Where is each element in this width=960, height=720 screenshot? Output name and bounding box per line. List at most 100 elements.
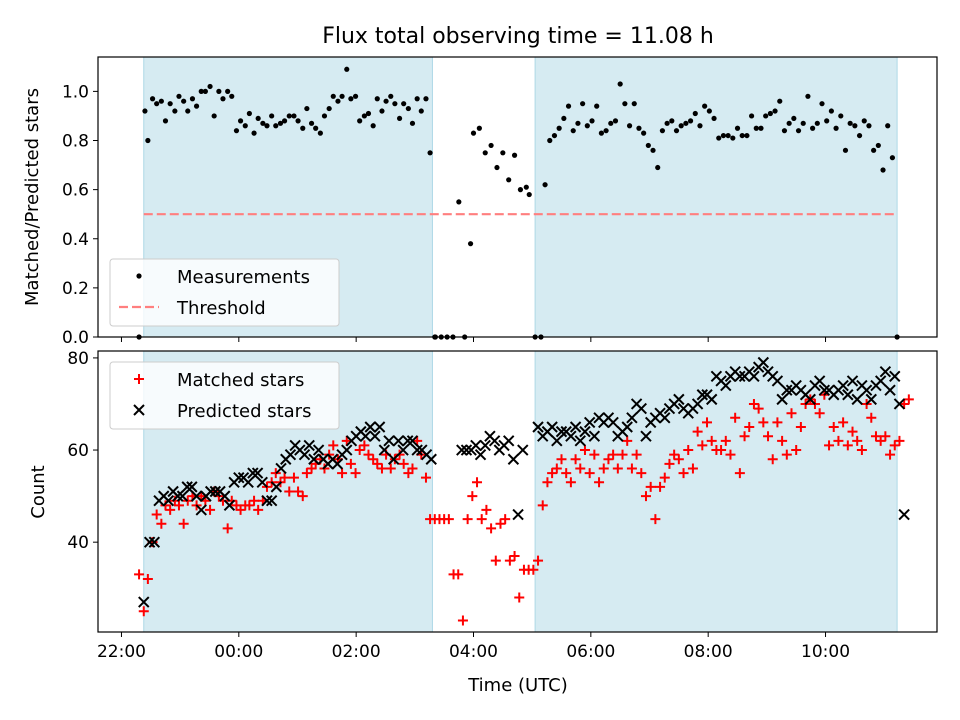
top-panel: 0.0 0.2 0.4 0.6 0.8 1.0 Measurements Threshold <box>62 56 938 348</box>
measurement-point <box>251 130 257 136</box>
measurement-point <box>875 142 881 149</box>
matched-stars-point <box>828 422 839 433</box>
x-tick-label: 22:00 <box>97 642 146 662</box>
predicted-stars-point <box>884 384 896 396</box>
matched-stars-point <box>486 523 497 534</box>
predicted-stars-point <box>621 421 633 433</box>
measurement-point <box>791 115 797 122</box>
predicted-stars-point <box>607 416 619 429</box>
measurement-point <box>711 115 717 122</box>
matched-stars-point <box>631 449 642 460</box>
measurement-point <box>352 93 359 99</box>
predicted-stars-point <box>298 448 311 461</box>
predicted-stars-point <box>517 444 529 456</box>
measurement-point <box>423 96 429 102</box>
top-shaded-interval <box>534 56 898 338</box>
matched-stars-point <box>795 422 806 433</box>
predicted-stars-point <box>705 393 718 406</box>
measurement-point <box>753 125 759 131</box>
measurement-point <box>335 98 341 104</box>
measurement-point <box>370 123 376 129</box>
measurement-point <box>246 110 252 117</box>
predicted-stars-point <box>460 444 473 456</box>
matched-stars-point <box>542 477 553 488</box>
matched-stars-point <box>551 463 562 474</box>
measurement-point <box>842 147 849 153</box>
matched-stars-point <box>337 468 348 479</box>
predicted-stars-point <box>284 448 297 461</box>
predicted-stars-point <box>635 402 648 415</box>
measurement-point <box>575 120 581 126</box>
matched-stars-point <box>725 449 736 460</box>
matched-stars-point <box>856 445 867 456</box>
measurement-point <box>427 150 433 156</box>
measurement-point <box>526 191 532 198</box>
matched-stars-point <box>301 468 312 479</box>
measurement-point <box>523 184 529 190</box>
matched-stars-point <box>481 504 492 515</box>
measurement-point <box>185 108 191 114</box>
top-y-axis-label: Matched/Predicted stars <box>22 88 43 306</box>
measurement-point <box>339 93 345 99</box>
predicted-stars-point <box>551 435 563 447</box>
matched-stars-point <box>297 491 308 502</box>
matched-stars-point <box>565 477 576 488</box>
measurement-point <box>506 177 512 183</box>
measurement-point <box>889 155 896 161</box>
matched-stars-point <box>866 412 877 423</box>
matched-stars-point <box>354 445 365 456</box>
predicted-stars-point <box>507 453 520 465</box>
measurement-point <box>273 123 279 129</box>
predicted-stars-point <box>574 435 586 447</box>
measurement-point <box>542 182 548 188</box>
measurement-point <box>401 101 407 107</box>
measurement-point <box>291 113 297 119</box>
top-y-tick-label: 0.8 <box>62 132 89 152</box>
measurement-point <box>330 93 336 99</box>
measurement-point <box>706 108 712 114</box>
matched-stars-point <box>833 435 844 446</box>
measurement-point <box>748 113 755 119</box>
measurement-point <box>697 123 703 129</box>
matched-stars-point <box>842 440 853 451</box>
bottom-y-tick-label: 60 <box>67 441 89 461</box>
measurement-point <box>470 130 477 136</box>
measurement-point <box>494 164 500 171</box>
measurement-point <box>861 118 867 124</box>
x-tick-label: 06:00 <box>566 642 615 662</box>
measurement-point <box>673 128 680 134</box>
legend-predicted-label: Predicted stars <box>177 401 311 422</box>
measurement-point <box>313 125 319 131</box>
matched-stars-point <box>880 431 891 442</box>
predicted-stars-point <box>251 467 264 479</box>
measurement-point <box>570 128 576 134</box>
chart-title: Flux total observing time = 11.08 h <box>322 24 714 49</box>
measurement-point <box>193 103 200 109</box>
predicted-stars-point <box>898 508 910 521</box>
measurement-point <box>488 142 494 149</box>
matched-stars-point <box>744 422 755 433</box>
predicted-stars-point <box>308 453 320 465</box>
bottom-y-tick-label: 40 <box>67 533 89 553</box>
measurement-point <box>739 132 745 139</box>
measurement-point <box>580 101 586 107</box>
matched-stars-point <box>249 495 260 506</box>
matched-stars-point <box>763 431 774 442</box>
matched-stars-point <box>603 454 614 465</box>
measurement-point <box>167 101 173 107</box>
matched-stars-point <box>372 458 383 469</box>
predicted-stars-point <box>720 379 732 392</box>
measurement-point <box>361 113 367 119</box>
measurement-point <box>561 115 567 122</box>
matched-stars-point <box>151 509 162 520</box>
measurement-point <box>158 98 164 104</box>
measurement-point <box>720 132 727 139</box>
measurement-point <box>321 113 328 119</box>
measurement-point <box>828 108 834 114</box>
measurement-point <box>374 96 380 102</box>
measurement-point <box>202 88 208 94</box>
measurement-point <box>866 123 872 129</box>
predicted-stars-point <box>569 421 582 433</box>
matched-stars-point <box>612 463 623 474</box>
matched-stars-point <box>645 481 656 492</box>
